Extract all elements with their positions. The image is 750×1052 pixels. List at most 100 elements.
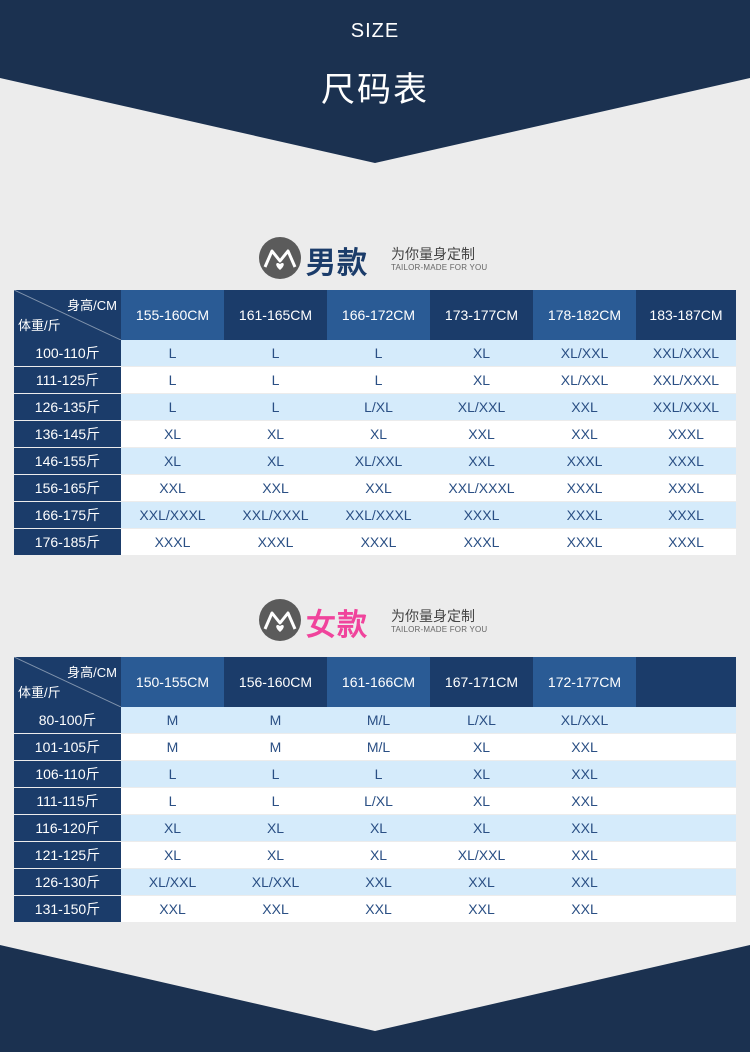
weight-row-header: 146-155斤: [14, 447, 121, 475]
women-size-table: 身高/CM 体重/斤 150-155CM 156-160CM 161-166CM…: [14, 657, 736, 923]
size-cell: XXL: [533, 420, 636, 448]
size-cell: XXXL: [533, 528, 636, 556]
size-cell: XXL: [224, 895, 327, 923]
height-column-header: 161-166CM: [327, 657, 430, 707]
size-cell: XXXL: [327, 528, 430, 556]
size-cell: M: [224, 707, 327, 734]
table-row: 131-150斤 XXL XXL XXL XXL XXL: [14, 895, 736, 923]
weight-row-header: 101-105斤: [14, 733, 121, 761]
size-cell: XL: [430, 733, 533, 761]
corner-diagonal-line: [14, 657, 121, 707]
size-cell: XXL/XXXL: [636, 393, 736, 421]
table-row: 111-115斤 L L L/XL XL XXL: [14, 787, 736, 815]
size-cell: XXL: [533, 895, 636, 923]
size-cell: XXL: [533, 814, 636, 842]
size-label: SIZE: [350, 20, 400, 42]
weight-row-header: 111-125斤: [14, 366, 121, 394]
table-header-row: 身高/CM 体重/斤 150-155CM 156-160CM 161-166CM…: [14, 657, 736, 707]
size-cell: XXXL: [224, 528, 327, 556]
size-cell: L: [327, 760, 430, 788]
size-cell: XL: [430, 366, 533, 394]
size-cell: XL/XXL: [533, 340, 636, 367]
size-cell: L: [224, 366, 327, 394]
table-row: 111-125斤 L L L XL XL/XXL XXL/XXXL: [14, 366, 736, 394]
size-cell: XL: [327, 841, 430, 869]
size-cell: XXL: [327, 868, 430, 896]
size-cell: [636, 895, 736, 923]
size-cell: [636, 814, 736, 842]
size-cell: XXXL: [636, 528, 736, 556]
size-cell: XXL/XXXL: [224, 501, 327, 529]
height-column-header: 155-160CM: [121, 290, 224, 340]
size-cell: XL: [121, 447, 224, 475]
size-cell: L: [327, 366, 430, 394]
table-row: 106-110斤 L L L XL XXL: [14, 760, 736, 788]
size-cell: XXL/XXXL: [636, 366, 736, 394]
size-cell: XL/XXL: [121, 868, 224, 896]
size-cell: XXXL: [636, 447, 736, 475]
header-banner: [0, 0, 750, 163]
weight-row-header: 80-100斤: [14, 707, 121, 734]
height-column-header: 161-165CM: [224, 290, 327, 340]
size-cell: XL: [121, 420, 224, 448]
size-cell: M: [121, 733, 224, 761]
page-title: 尺码表: [321, 71, 429, 109]
size-cell: XL/XXL: [430, 393, 533, 421]
size-cell: [636, 707, 736, 734]
size-cell: XL: [430, 814, 533, 842]
weight-row-header: 176-185斤: [14, 528, 121, 556]
size-cell: L: [121, 787, 224, 815]
men-section-heading: 男款 为你量身定制 TAILOR-MADE FOR YOU: [0, 234, 750, 284]
size-cell: XL: [224, 841, 327, 869]
size-cell: XL: [430, 760, 533, 788]
size-cell: L/XL: [430, 707, 533, 734]
weight-row-header: 111-115斤: [14, 787, 121, 815]
size-cell: XXL: [224, 474, 327, 502]
men-section-slogan: 为你量身定制: [391, 246, 475, 262]
men-section-slogan-en: TAILOR-MADE FOR YOU: [391, 263, 488, 272]
size-cell: XXXL: [533, 474, 636, 502]
size-cell: [636, 841, 736, 869]
weight-row-header: 156-165斤: [14, 474, 121, 502]
table-row: 126-130斤 XL/XXL XL/XXL XXL XXL XXL: [14, 868, 736, 896]
size-cell: L: [224, 340, 327, 367]
men-section-title: 男款: [306, 247, 368, 280]
corner-weight-label: 体重/斤: [18, 685, 61, 700]
height-column-header: 150-155CM: [121, 657, 224, 707]
footer-banner: [0, 945, 750, 1052]
size-cell: XXL: [327, 895, 430, 923]
size-cell: XL/XXL: [224, 868, 327, 896]
table-row: 80-100斤 M M M/L L/XL XL/XXL: [14, 707, 736, 734]
height-column-header: 166-172CM: [327, 290, 430, 340]
size-cell: XL: [224, 814, 327, 842]
table-header-row: 身高/CM 体重/斤 155-160CM 161-165CM 166-172CM…: [14, 290, 736, 340]
size-cell: L: [121, 366, 224, 394]
corner-diagonal-line: [14, 290, 121, 340]
table-corner-cell: 身高/CM 体重/斤: [14, 657, 121, 707]
size-cell: XXL: [533, 733, 636, 761]
size-cell: XL: [224, 447, 327, 475]
weight-row-header: 116-120斤: [14, 814, 121, 842]
height-column-header: 156-160CM: [224, 657, 327, 707]
size-cell: XXL/XXXL: [430, 474, 533, 502]
women-section-heading: 女款 为你量身定制 TAILOR-MADE FOR YOU: [0, 596, 750, 646]
size-cell: XXXL: [636, 474, 736, 502]
table-row: 156-165斤 XXL XXL XXL XXL/XXXL XXXL XXXL: [14, 474, 736, 502]
size-cell: [636, 760, 736, 788]
table-row: 100-110斤 L L L XL XL/XXL XXL/XXXL: [14, 340, 736, 367]
women-section-slogan: 为你量身定制: [391, 608, 475, 624]
height-column-header: 178-182CM: [533, 290, 636, 340]
weight-row-header: 126-130斤: [14, 868, 121, 896]
size-cell: M: [121, 707, 224, 734]
size-cell: XXXL: [636, 420, 736, 448]
size-cell: XL: [121, 841, 224, 869]
weight-row-header: 136-145斤: [14, 420, 121, 448]
size-cell: XXL: [533, 868, 636, 896]
size-cell: XXL: [430, 447, 533, 475]
size-cell: XL: [121, 814, 224, 842]
height-column-header: [636, 657, 736, 707]
size-cell: XXL: [533, 760, 636, 788]
size-cell: L: [224, 787, 327, 815]
men-table-body: 100-110斤 L L L XL XL/XXL XXL/XXXL 111-125斤 L L L XL…: [14, 340, 736, 556]
size-cell: XL: [327, 814, 430, 842]
